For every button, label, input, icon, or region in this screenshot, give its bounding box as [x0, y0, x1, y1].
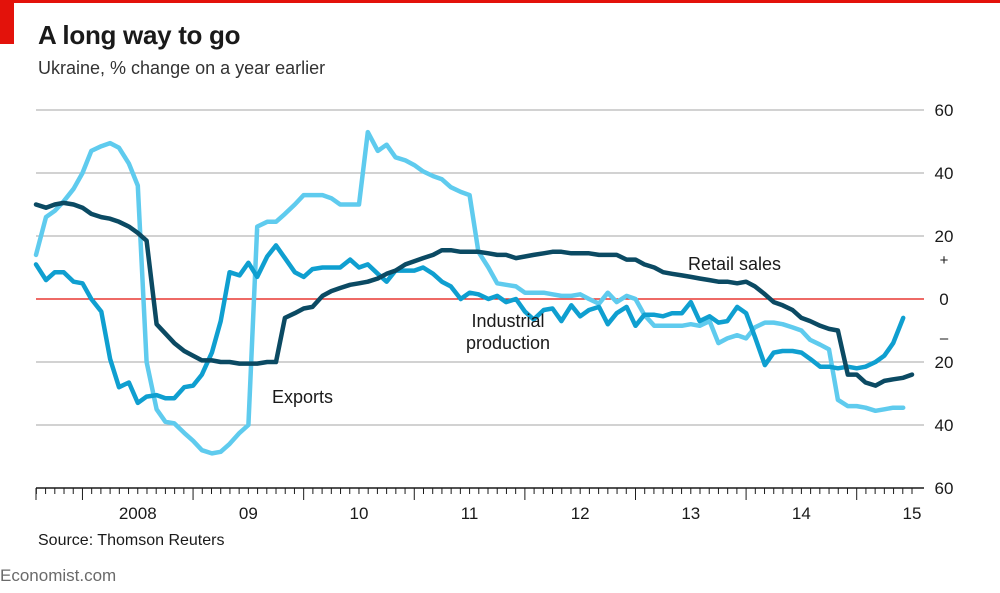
label-industrial-production: Industrial production — [466, 311, 550, 353]
label-line: Exports — [272, 387, 333, 407]
y-negative-marker: – — [940, 330, 949, 347]
x-tick-label: 11 — [461, 504, 479, 523]
x-tick-label: 09 — [239, 504, 258, 523]
x-axis: 2008 09 10 11 12 13 14 15 — [35, 487, 924, 523]
y-positive-marker: + — [940, 252, 949, 269]
label-line: Industrial — [471, 311, 544, 331]
y-tick-label: 60 — [935, 479, 954, 498]
series-line-industrial-production — [33, 243, 906, 406]
y-axis: 60 40 20 0 20 40 60 + – — [935, 101, 954, 498]
chart-title: A long way to go — [38, 20, 241, 50]
y-tick-label: 20 — [935, 353, 954, 372]
publisher-credit: Economist.com — [0, 566, 117, 585]
x-tick-label: 12 — [571, 504, 590, 523]
x-tick-label: 15 — [903, 504, 922, 523]
y-tick-label: 40 — [935, 416, 954, 435]
x-tick-label: 10 — [350, 504, 369, 523]
series-annotations: Retail sales Industrial production Exports — [272, 254, 781, 407]
x-tick-label: 14 — [792, 504, 811, 523]
top-rule — [0, 0, 1000, 3]
chart-subtitle: Ukraine, % change on a year earlier — [38, 58, 326, 78]
label-retail-sales: Retail sales — [688, 254, 781, 274]
label-line: Retail sales — [688, 254, 781, 274]
y-tick-label: 40 — [935, 164, 954, 183]
series-line-retail-sales — [33, 200, 915, 388]
y-tick-label: 0 — [939, 290, 948, 309]
brand-tag — [0, 0, 14, 44]
series-lines — [33, 129, 915, 456]
label-exports: Exports — [272, 387, 333, 407]
y-tick-label: 20 — [935, 227, 954, 246]
x-tick-label: 2008 — [119, 504, 157, 523]
series-line-exports — [33, 129, 906, 456]
x-tick-label: 13 — [681, 504, 700, 523]
source-note: Source: Thomson Reuters — [38, 532, 225, 549]
label-line: production — [466, 333, 550, 353]
y-tick-label: 60 — [935, 101, 954, 120]
gridlines — [36, 109, 924, 426]
